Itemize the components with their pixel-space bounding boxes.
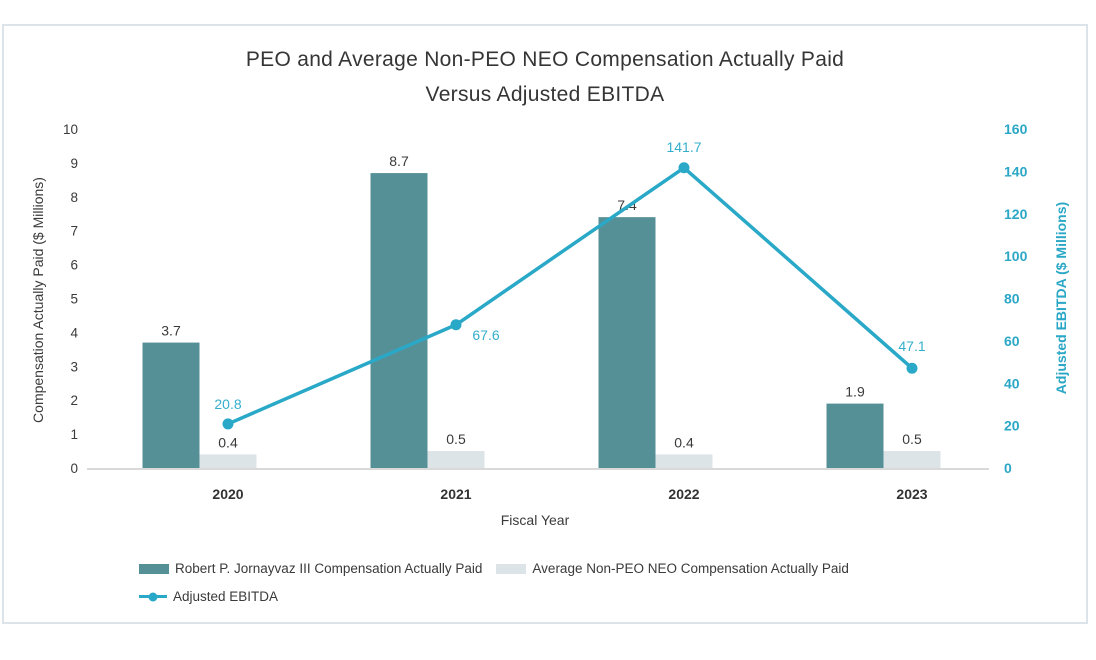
chart-title-line-1: PEO and Average Non-PEO NEO Compensation…: [245, 48, 845, 71]
bar-data-label: 8.7: [389, 153, 409, 169]
bar-2023-series-1: [883, 451, 941, 468]
bar-data-label: 0.4: [674, 434, 694, 450]
right-axis-tick-label: 60: [1004, 333, 1020, 349]
bar-data-label: 0.4: [218, 434, 238, 450]
left-axis-tick-label: 7: [70, 224, 78, 239]
line-data-label: 20.8: [214, 396, 241, 412]
left-axis-tick-label: 8: [70, 190, 78, 205]
legend-item-neo-compensation: Average Non-PEO NEO Compensation Actuall…: [496, 561, 849, 576]
x-tick-label-2021: 2021: [440, 486, 471, 502]
bar-2021-series-0: [370, 173, 428, 468]
bar-data-label: 3.7: [161, 323, 181, 339]
bar-data-label: 1.9: [845, 384, 865, 400]
legend-label-neo: Average Non-PEO NEO Compensation Actuall…: [532, 561, 849, 576]
ebitda-marker-icon: [148, 592, 158, 601]
ebitda-line-swatch-icon: [139, 592, 167, 601]
ebitda-point-2020: [222, 418, 234, 430]
x-tick-label-2022: 2022: [668, 486, 699, 502]
bar-data-label: 0.5: [446, 431, 466, 447]
bar-2020-series-0: [142, 342, 200, 468]
left-axis-tick-label: 9: [70, 156, 78, 171]
bar-2022-series-1: [655, 454, 713, 468]
legend-row-1: Robert P. Jornayvaz III Compensation Act…: [139, 561, 1019, 576]
right-axis-tick-label: 20: [1004, 418, 1020, 434]
bar-2022-series-0: [598, 217, 656, 468]
right-axis-tick-label: 80: [1004, 291, 1020, 307]
left-axis-tick-label: 3: [70, 359, 78, 374]
chart-title: PEO and Average Non-PEO NEO Compensation…: [4, 42, 1086, 112]
right-axis-tick-label: 100: [1004, 248, 1028, 264]
chart-frame: PEO and Average Non-PEO NEO Compensation…: [2, 24, 1088, 624]
bar-2020-series-1: [199, 454, 257, 468]
legend-label-peo: Robert P. Jornayvaz III Compensation Act…: [175, 561, 483, 576]
x-tick-label-2023: 2023: [896, 486, 927, 502]
ebitda-line: [226, 166, 914, 426]
line-data-label: 47.1: [898, 338, 925, 354]
ebitda-point-2023: [906, 362, 918, 374]
bar-data-label: 0.5: [902, 431, 922, 447]
left-axis-tick-label: 4: [70, 325, 78, 340]
line-data-label: 67.6: [472, 327, 499, 343]
left-axis-tick-label: 2: [70, 393, 78, 408]
legend-row-2: Adjusted EBITDA: [139, 589, 1019, 604]
legend: Robert P. Jornayvaz III Compensation Act…: [139, 561, 1019, 617]
right-axis-tick-label: 0: [1004, 460, 1012, 476]
left-axis-tick-label: 5: [70, 292, 78, 307]
left-axis-tick-label: 6: [70, 258, 78, 273]
left-axis-tick-label: 0: [70, 461, 78, 476]
plot-area: 0123456789100204060801001201401603.78.77…: [63, 121, 1028, 502]
bar-2021-series-1: [427, 451, 485, 468]
legend-item-adjusted-ebitda: Adjusted EBITDA: [139, 589, 278, 604]
ebitda-point-2022: [678, 162, 690, 174]
neo-bar-swatch-icon: [496, 563, 527, 574]
right-axis-tick-label: 160: [1004, 121, 1028, 137]
legend-item-peo-compensation: Robert P. Jornayvaz III Compensation Act…: [139, 561, 482, 576]
x-tick-label-2020: 2020: [212, 486, 243, 502]
right-axis-tick-label: 40: [1004, 375, 1020, 391]
bar-2023-series-0: [826, 403, 884, 468]
left-axis-tick-label: 10: [63, 122, 78, 137]
x-axis-title: Fiscal Year: [500, 512, 570, 528]
chart-title-line-2: Versus Adjusted EBITDA: [425, 83, 665, 106]
legend-label-ebitda: Adjusted EBITDA: [173, 589, 279, 604]
line-data-label: 141.7: [666, 139, 701, 155]
right-axis-tick-label: 140: [1004, 163, 1028, 179]
ebitda-point-2021: [450, 319, 462, 331]
peo-bar-swatch-icon: [139, 563, 169, 574]
left-axis-tick-label: 1: [70, 427, 78, 442]
right-axis-tick-label: 120: [1004, 206, 1028, 222]
